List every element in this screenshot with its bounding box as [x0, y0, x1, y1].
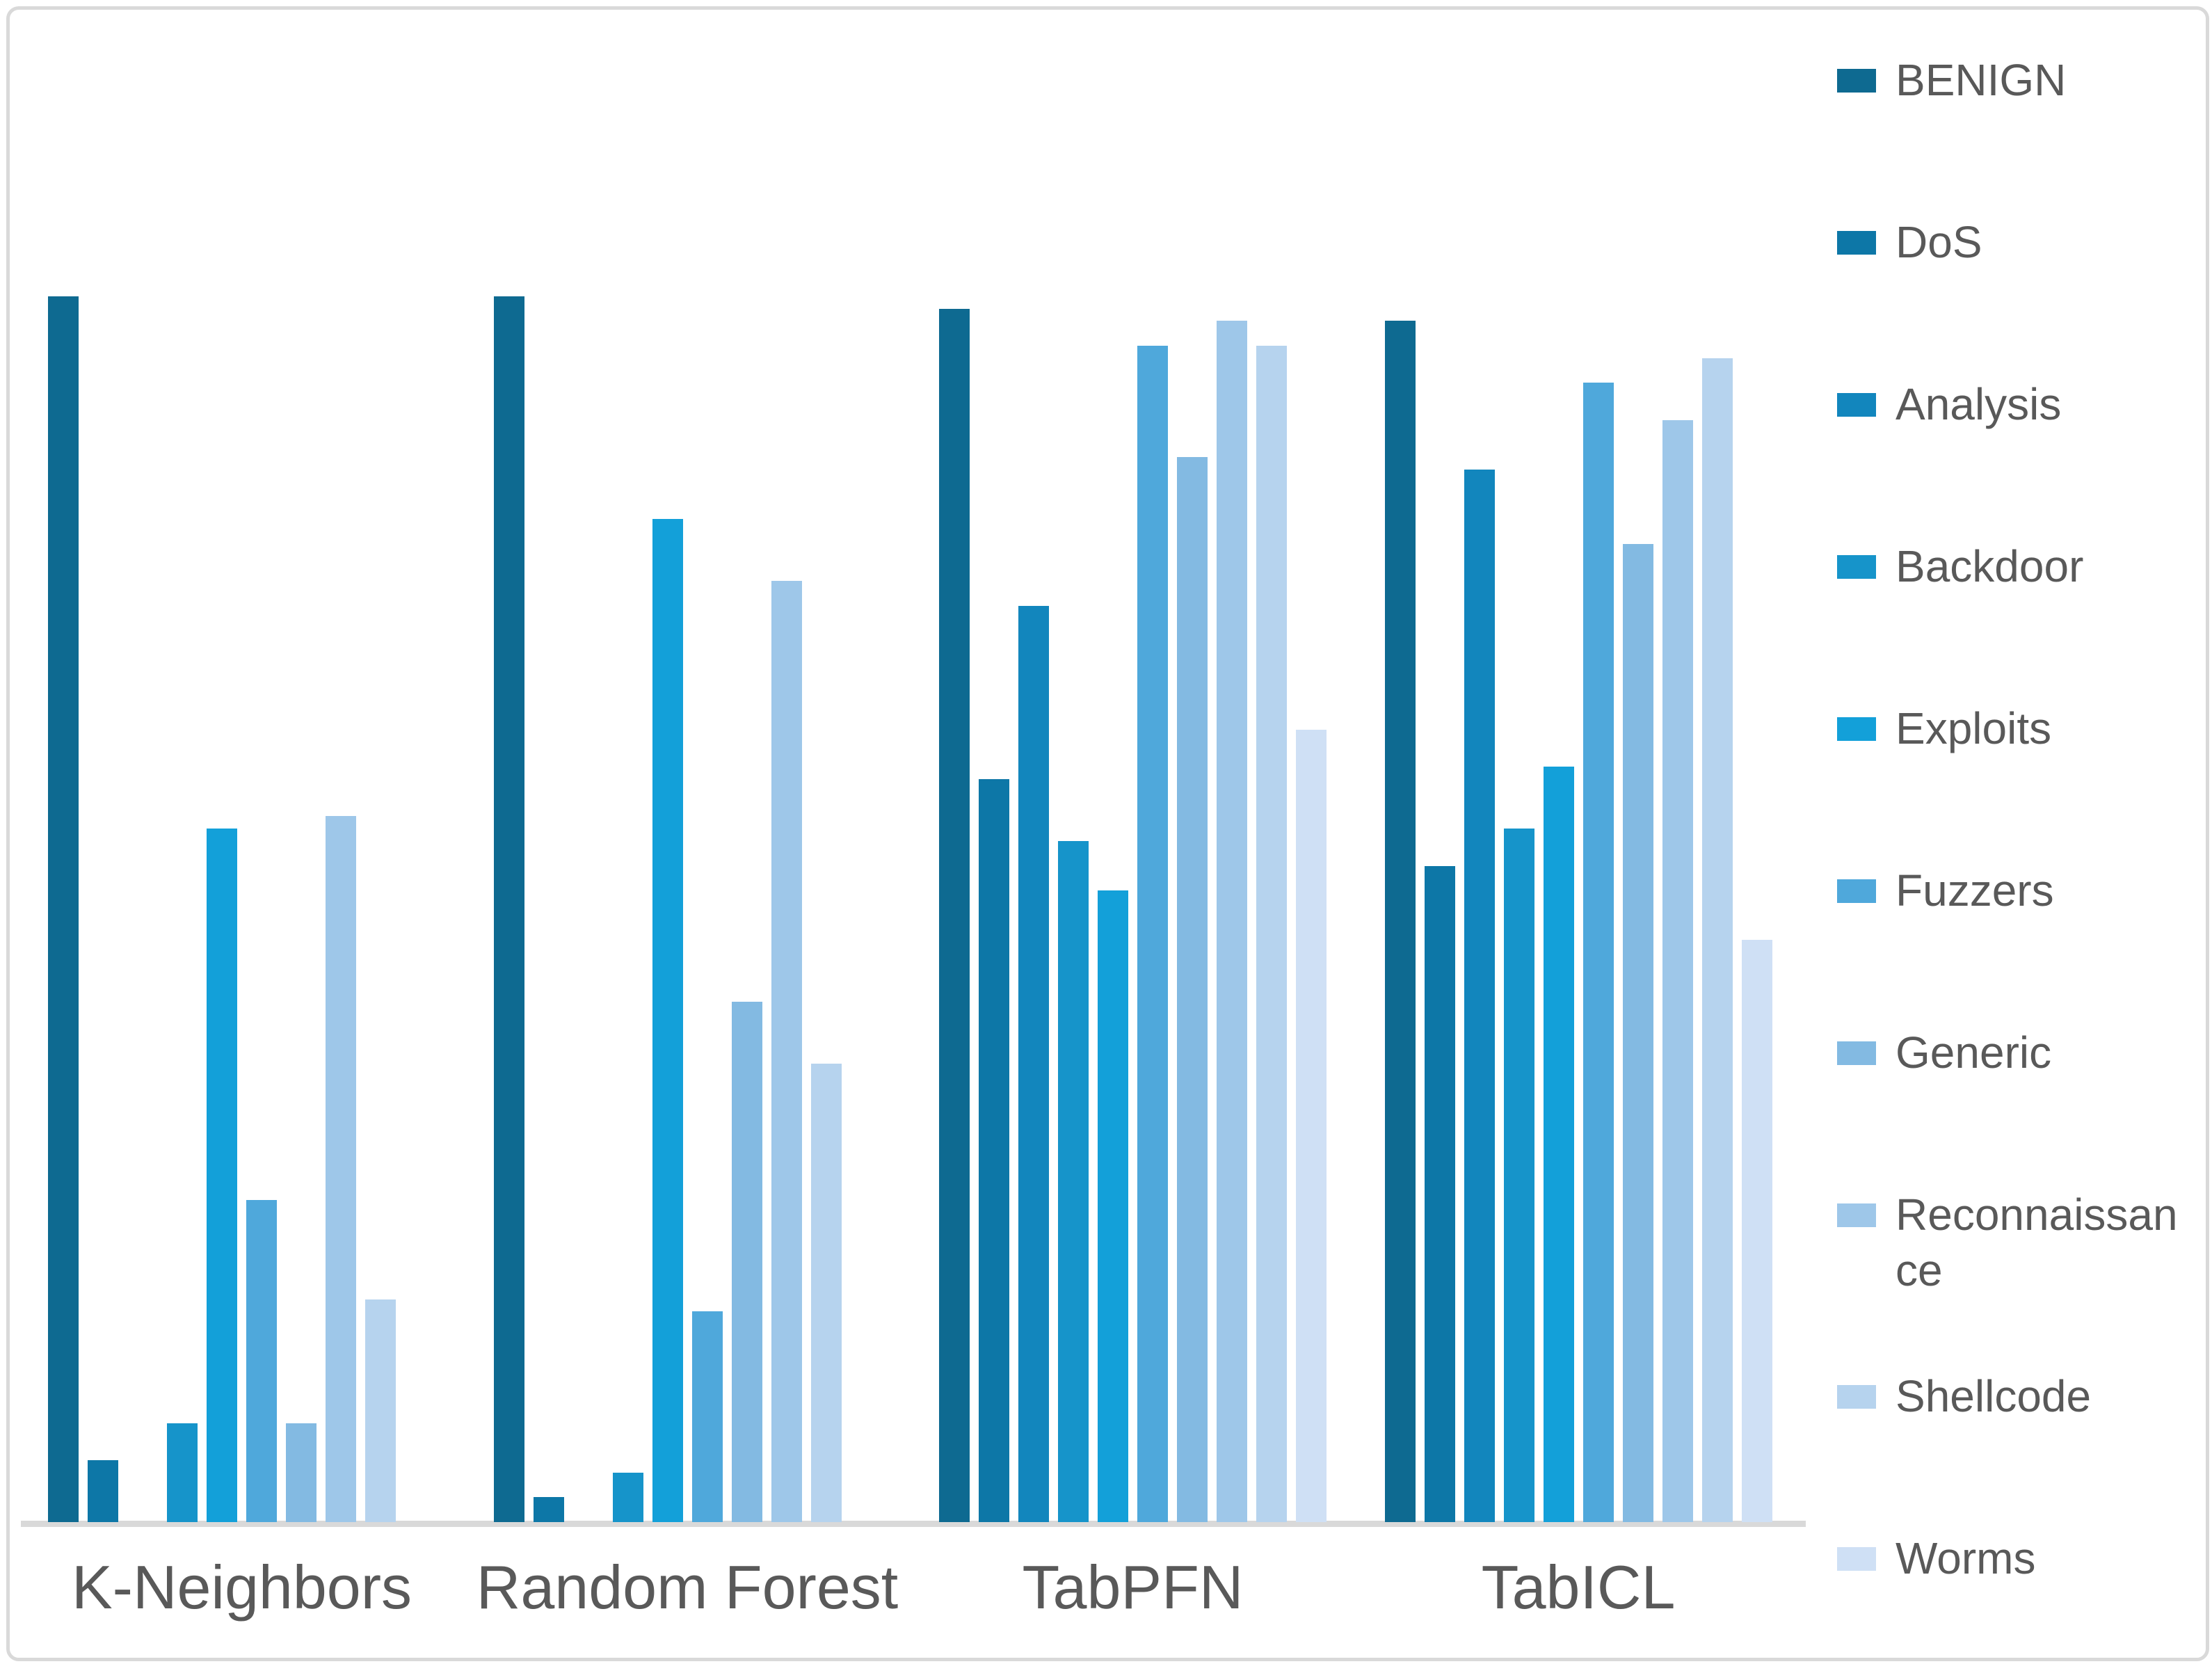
- legend-label-benign: BENIGN: [1896, 55, 2067, 105]
- legend: BENIGN DoS Analysis Backdoor Exploits Fuzzers…: [1837, 0, 2206, 1664]
- legend-label-backdoor: Backdoor: [1896, 541, 2084, 591]
- bar-benign-k-neighbors: [48, 296, 79, 1522]
- bar-reconnaissance-k-neighbors: [326, 816, 356, 1522]
- legend-swatch-worms: [1837, 1547, 1876, 1571]
- bar-fuzzers-random-forest: [691, 1311, 723, 1522]
- legend-swatch-generic: [1837, 1041, 1876, 1065]
- legend-swatch-backdoor: [1837, 555, 1876, 579]
- legend-label-fuzzers: Fuzzers: [1896, 865, 2054, 915]
- legend-item-exploits: Exploits: [1837, 701, 2051, 756]
- legend-label-dos: DoS: [1896, 217, 1982, 267]
- legend-swatch-shellcode: [1837, 1385, 1876, 1409]
- bar-worms-tabicl: [1741, 940, 1772, 1522]
- legend-label-generic: Generic: [1896, 1027, 2052, 1078]
- bar-backdoor-tabicl: [1503, 829, 1534, 1522]
- legend-item-generic: Generic: [1837, 1025, 2051, 1080]
- bar-shellcode-random-forest: [810, 1064, 842, 1522]
- bar-dos-tabpfn: [979, 779, 1009, 1522]
- legend-swatch-reconnaissance: [1837, 1203, 1876, 1227]
- x-axis-line: [21, 1521, 1806, 1527]
- bar-fuzzers-tabpfn: [1137, 346, 1168, 1522]
- bar-analysis-tabpfn: [1018, 606, 1049, 1522]
- bar-generic-tabicl: [1622, 544, 1653, 1522]
- legend-swatch-fuzzers: [1837, 879, 1876, 903]
- legend-label-exploits: Exploits: [1896, 703, 2052, 753]
- legend-item-reconnaissance: Reconnaissan ce: [1837, 1187, 2178, 1298]
- bar-reconnaissance-tabicl: [1662, 420, 1693, 1522]
- bar-generic-k-neighbors: [286, 1423, 316, 1522]
- bar-analysis-tabicl: [1464, 470, 1495, 1522]
- x-axis-label-random-forest: Random Forest: [476, 1553, 899, 1622]
- legend-label-analysis: Analysis: [1896, 379, 2062, 429]
- x-axis-label-tabpfn: TabPFN: [1022, 1553, 1244, 1622]
- bar-exploits-k-neighbors: [207, 829, 237, 1522]
- legend-swatch-exploits: [1837, 717, 1876, 741]
- x-axis-label-k-neighbors: K-Neighbors: [71, 1553, 412, 1622]
- bar-exploits-tabicl: [1543, 767, 1574, 1522]
- legend-item-analysis: Analysis: [1837, 376, 2061, 432]
- legend-swatch-benign: [1837, 69, 1876, 93]
- legend-item-worms: Worms: [1837, 1530, 2035, 1586]
- bar-dos-random-forest: [533, 1497, 564, 1522]
- bar-fuzzers-tabicl: [1582, 383, 1614, 1522]
- bar-benign-tabpfn: [939, 309, 970, 1522]
- legend-swatch-analysis: [1837, 393, 1876, 417]
- bar-reconnaissance-random-forest: [771, 581, 802, 1522]
- legend-label-worms: Worms: [1896, 1533, 2036, 1583]
- bar-generic-tabpfn: [1177, 457, 1208, 1522]
- bar-benign-random-forest: [493, 296, 524, 1522]
- legend-item-benign: BENIGN: [1837, 52, 2066, 108]
- bar-dos-k-neighbors: [88, 1460, 118, 1522]
- bar-worms-tabpfn: [1296, 730, 1327, 1522]
- legend-item-fuzzers: Fuzzers: [1837, 863, 2054, 918]
- bar-generic-random-forest: [731, 1002, 762, 1522]
- bar-benign-tabicl: [1384, 321, 1416, 1522]
- x-axis-label-tabicl: TabICL: [1481, 1553, 1676, 1622]
- bar-backdoor-k-neighbors: [167, 1423, 198, 1522]
- bar-dos-tabicl: [1424, 866, 1455, 1522]
- bar-backdoor-tabpfn: [1058, 841, 1089, 1522]
- bar-fuzzers-k-neighbors: [246, 1200, 277, 1522]
- legend-item-shellcode: Shellcode: [1837, 1368, 2091, 1424]
- bar-reconnaissance-tabpfn: [1217, 321, 1247, 1522]
- bar-exploits-tabpfn: [1098, 890, 1128, 1522]
- bar-shellcode-tabpfn: [1256, 346, 1287, 1522]
- bar-shellcode-tabicl: [1701, 358, 1733, 1522]
- bar-backdoor-random-forest: [612, 1473, 643, 1522]
- legend-label-reconnaissance: Reconnaissan ce: [1896, 1190, 2178, 1295]
- bar-shellcode-k-neighbors: [365, 1299, 396, 1522]
- legend-item-dos: DoS: [1837, 214, 1982, 270]
- bar-exploits-random-forest: [652, 519, 683, 1522]
- legend-swatch-dos: [1837, 231, 1876, 255]
- legend-item-backdoor: Backdoor: [1837, 538, 2083, 594]
- legend-label-shellcode: Shellcode: [1896, 1371, 2092, 1421]
